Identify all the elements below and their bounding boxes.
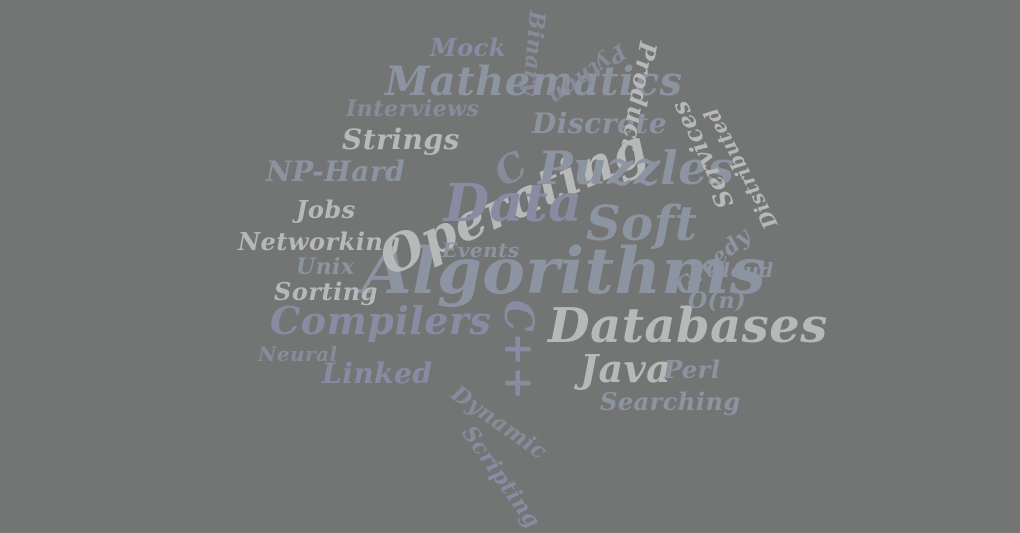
word-compilers: Compilers [270,298,492,343]
word-mock: Mock [430,33,506,62]
word-o-n: O(n) [688,288,746,314]
word-searching: Searching [600,387,741,416]
word-databases: Databases [548,298,828,354]
word-np-hard: NP-Hard [266,155,406,188]
word-interviews: Interviews [346,96,480,122]
word-networking: Networking [238,227,401,256]
word-cloud: Cloud [706,258,774,282]
word-algorithms: Algorithms [362,234,767,309]
word-puzzles: Puzzles [538,141,735,195]
word-binary: Binary [516,9,550,97]
word-soft: Soft [586,196,698,252]
word-events: Events [442,238,520,262]
word-linked: Linked [322,357,433,390]
word-data: Data [444,173,583,234]
word-cpp: C++ [495,300,542,401]
word-sorting: Sorting [274,277,378,306]
word-java: Java [580,346,672,391]
word-unix: Unix [296,254,355,280]
word-mathematics: Mathematics [385,58,683,105]
word-strings: Strings [342,123,460,156]
word-discrete: Discrete [532,107,668,140]
word-perl: Perl [664,355,721,384]
word-neural: Neural [258,342,338,366]
word-jobs: Jobs [296,195,356,224]
